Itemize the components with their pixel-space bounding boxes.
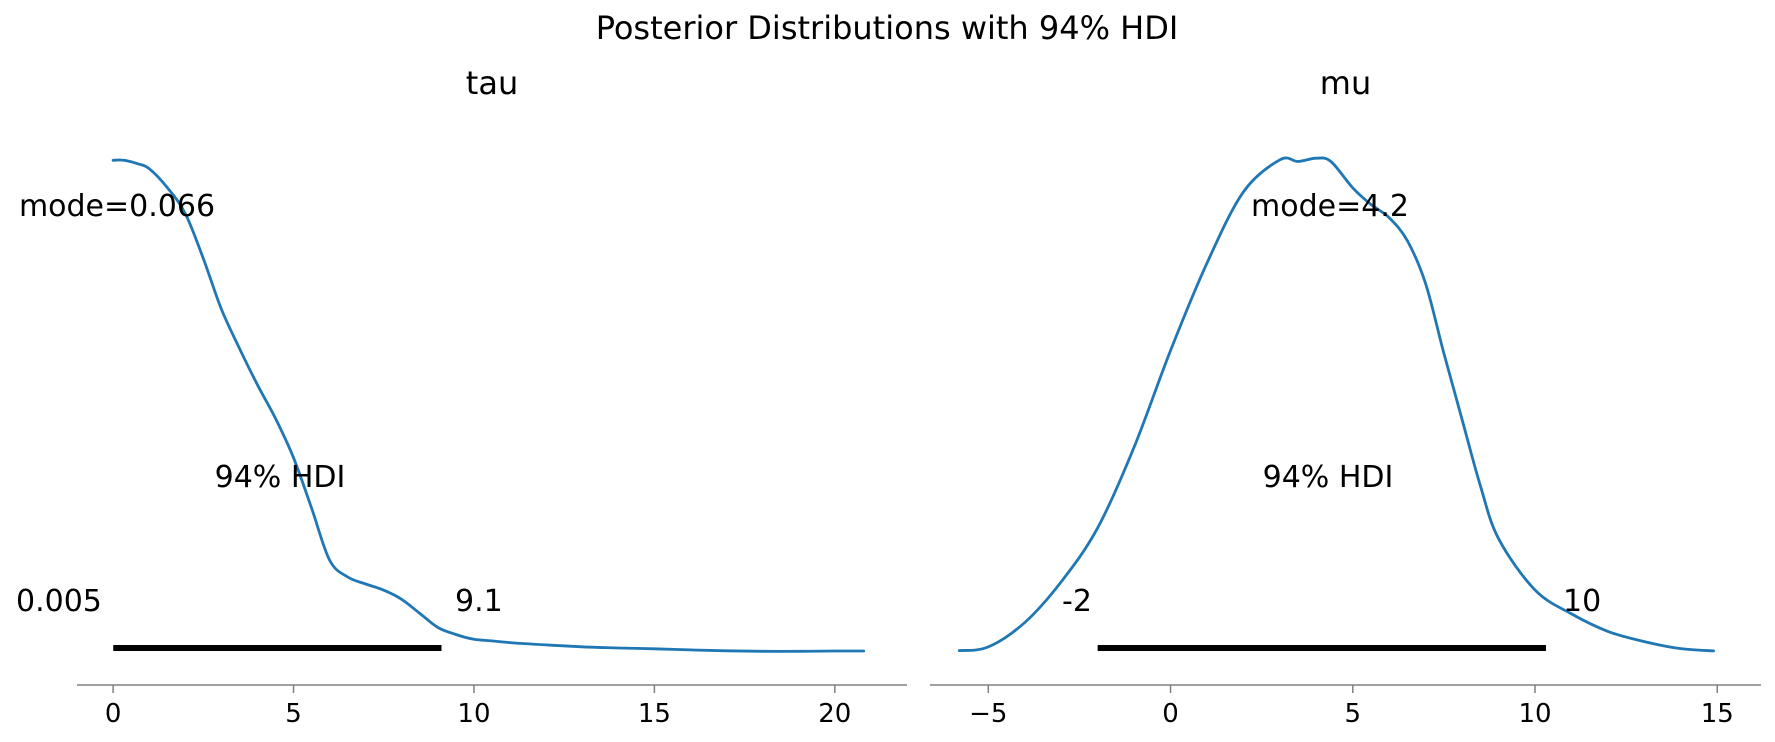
hdi-upper-bound-label: 10 (1563, 584, 1601, 619)
hdi-upper-bound-label: 9.1 (455, 584, 503, 619)
x-tick-label: 10 (457, 699, 490, 729)
mode-label: mode=0.066 (19, 189, 215, 224)
x-tick-label: 0 (105, 699, 122, 729)
figure-title: Posterior Distributions with 94% HDI (596, 9, 1179, 47)
x-tick-label: 0 (1162, 699, 1179, 729)
hdi-lower-bound-label: 0.005 (16, 584, 102, 619)
panel-title-tau: tau (466, 64, 518, 102)
panel-tau: tau 0 5 10 15 20 mode=0.066 94% HDI 0.005 9.1 (16, 64, 907, 729)
density-curve-mu (957, 156, 1715, 653)
x-tick-label: 10 (1518, 699, 1551, 729)
hdi-label: 94% HDI (1263, 460, 1394, 495)
mode-label: mode=4.2 (1251, 189, 1409, 224)
x-tick-label: 15 (1701, 699, 1734, 729)
x-tick-label: 5 (1345, 699, 1362, 729)
x-tick-label: 15 (638, 699, 671, 729)
hdi-lower-bound-label: -2 (1062, 584, 1092, 619)
x-tick-label: 20 (818, 699, 851, 729)
hdi-label: 94% HDI (215, 460, 346, 495)
x-tick-label: 5 (285, 699, 302, 729)
x-tick-label: −5 (969, 699, 1007, 729)
panel-title-mu: mu (1320, 64, 1371, 102)
panel-mu: mu −5 0 5 10 15 mode=4.2 94% HDI -2 10 (930, 64, 1761, 729)
density-curve-tau (111, 158, 866, 653)
